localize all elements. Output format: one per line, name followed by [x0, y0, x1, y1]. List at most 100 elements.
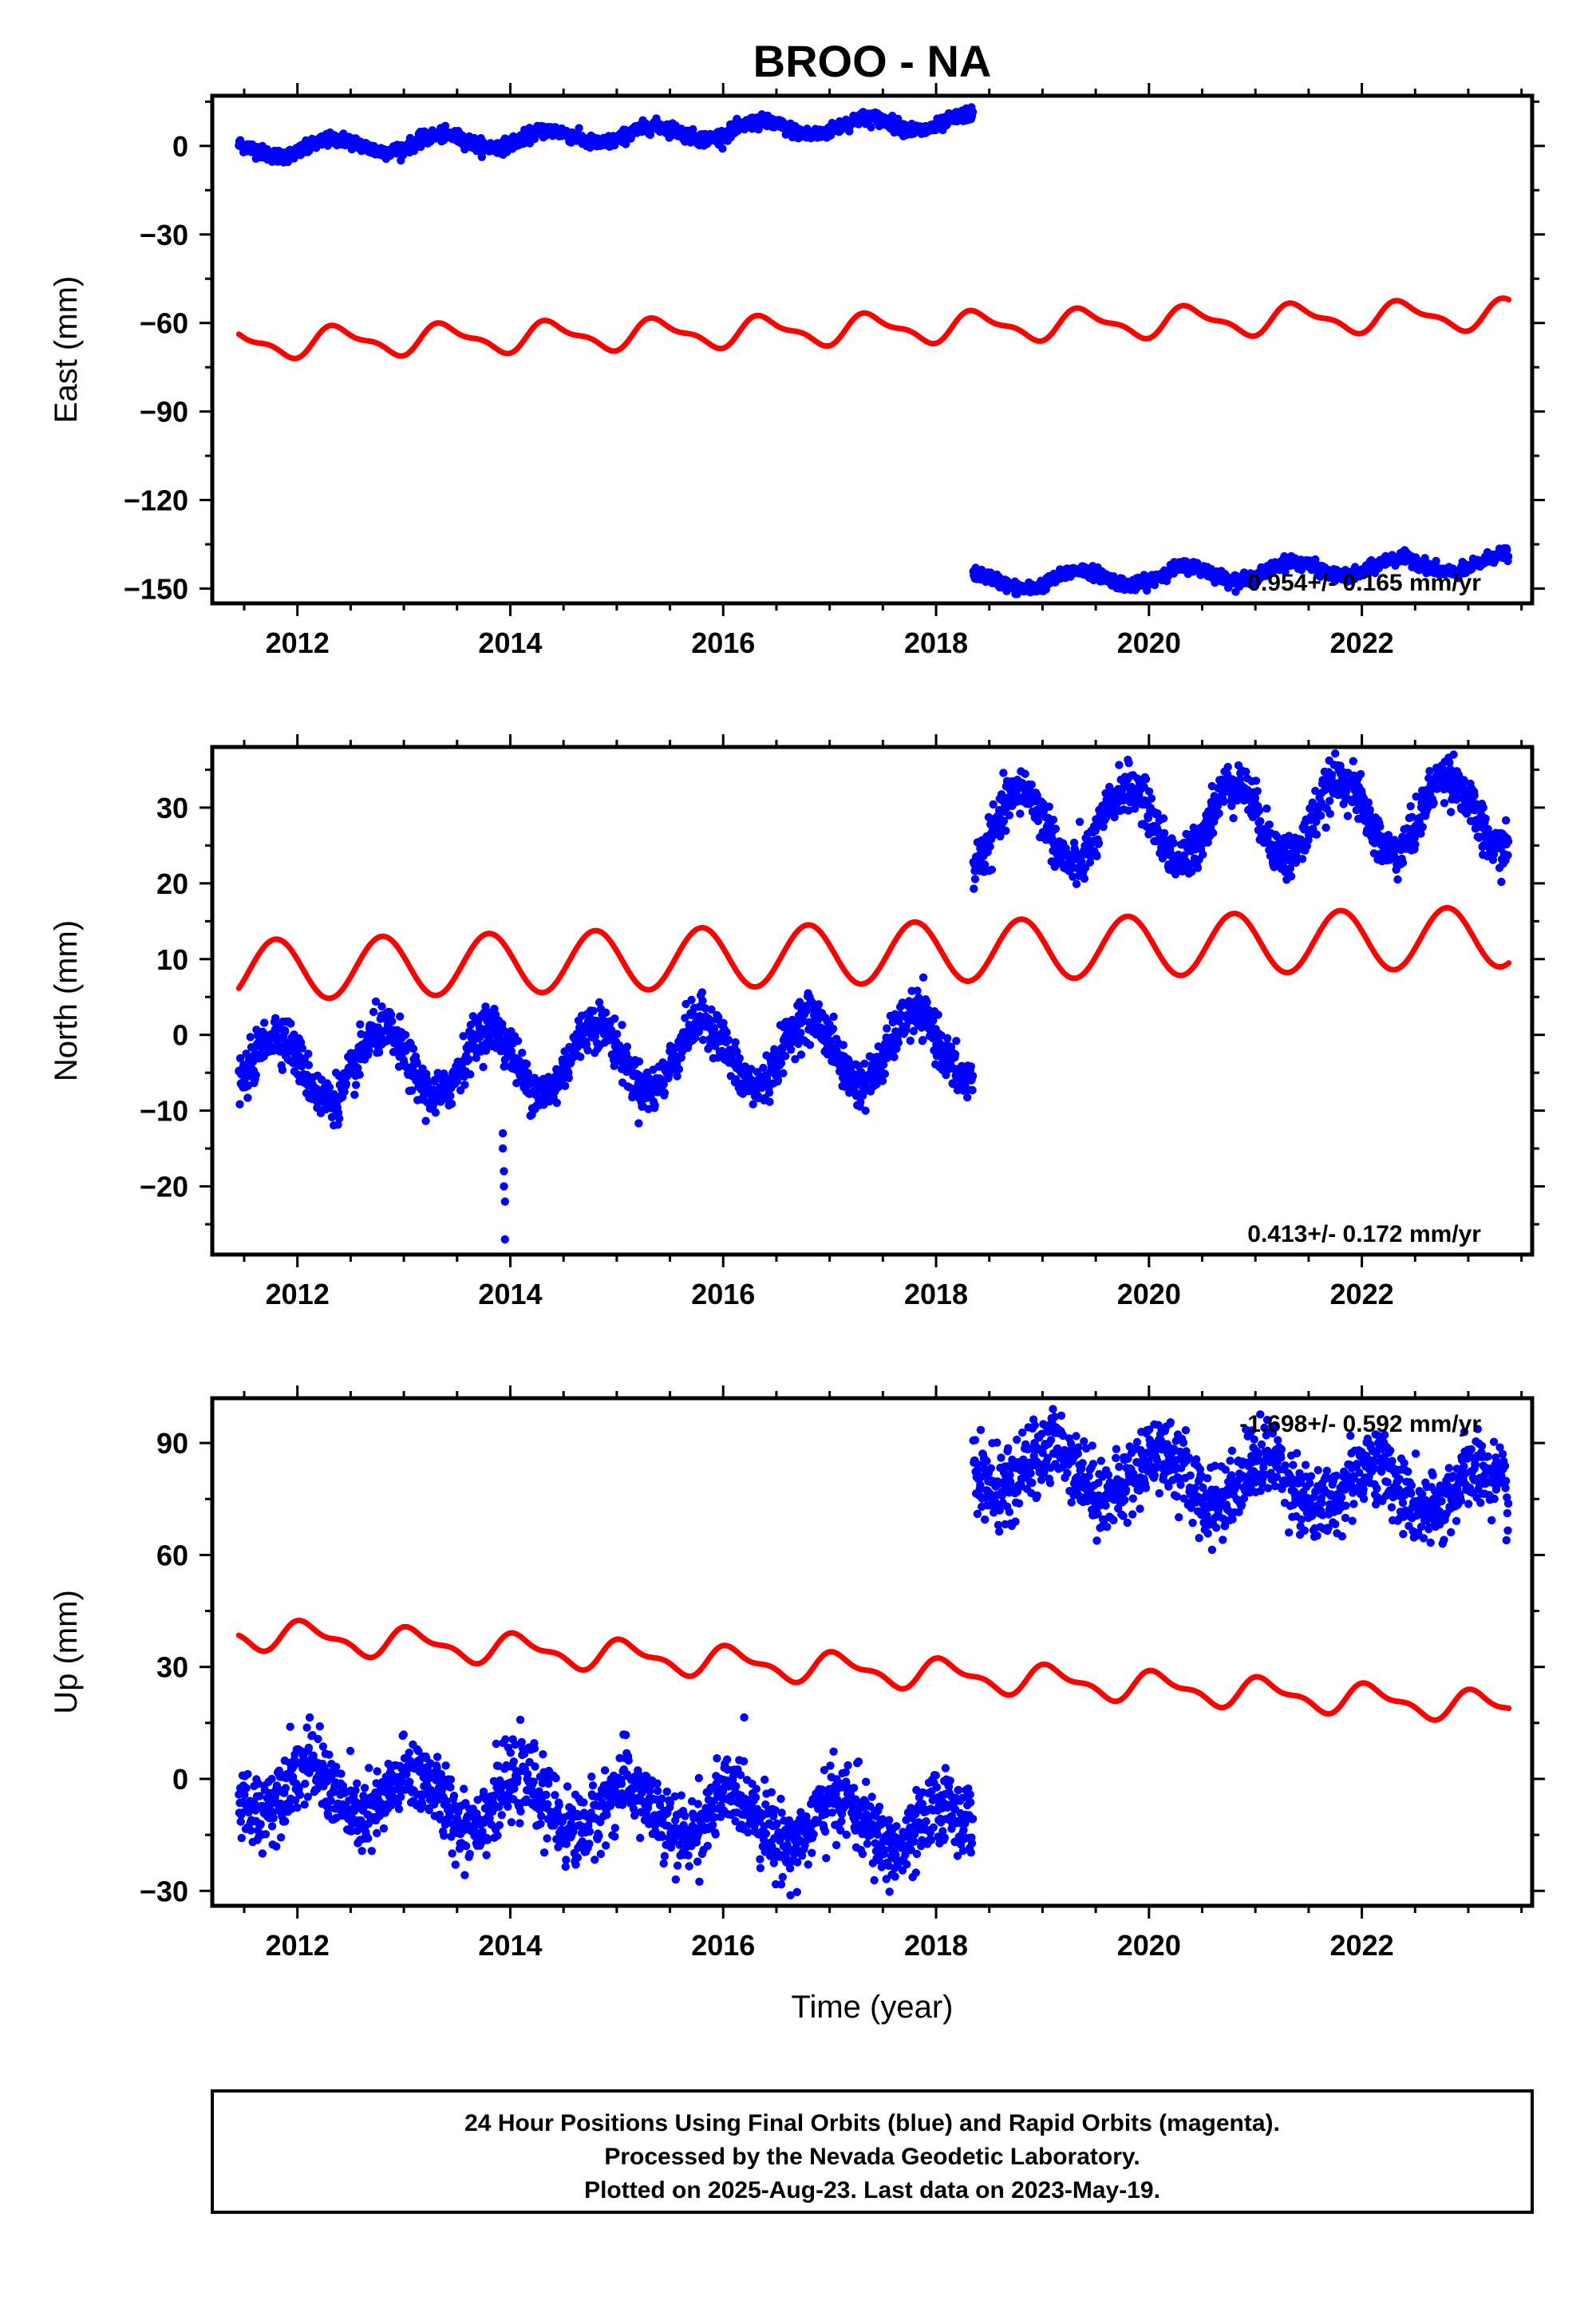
data-point [796, 1050, 806, 1059]
data-point [878, 1077, 887, 1085]
data-point [298, 1062, 306, 1071]
data-point [776, 1059, 786, 1068]
data-point [943, 1034, 952, 1043]
data-point [1219, 797, 1228, 806]
data-point [687, 995, 696, 1005]
data-point [618, 1021, 626, 1030]
data-point [1503, 545, 1511, 555]
data-point [814, 1000, 824, 1009]
data-point [421, 1117, 430, 1125]
data-point [304, 1049, 313, 1058]
data-point [856, 1098, 865, 1107]
data-point [733, 1047, 741, 1056]
data-point [689, 1010, 698, 1019]
data-point [561, 1081, 570, 1090]
y-tick-label: −60 [140, 307, 188, 340]
data-point [1094, 839, 1104, 848]
data-point [595, 998, 604, 1007]
data-point [512, 1079, 521, 1088]
data-point [408, 1086, 417, 1095]
data-point [909, 1026, 918, 1036]
data-point [787, 1045, 796, 1054]
north-panel: 2012 2014 2016 2018 2020 20223020100−10−20Nor… [49, 734, 1545, 1310]
plot-area [235, 749, 1513, 1244]
data-point [839, 1041, 848, 1049]
data-point [879, 1060, 888, 1069]
data-point [860, 1059, 869, 1069]
data-point [999, 816, 1009, 825]
data-point [1153, 809, 1162, 818]
data-point [523, 1069, 532, 1077]
data-point [906, 1036, 915, 1045]
data-point [466, 1070, 475, 1079]
data-point [673, 1072, 681, 1081]
data-point [613, 1030, 622, 1038]
data-point [1432, 556, 1440, 566]
plot-area [235, 103, 1513, 599]
data-point [1227, 801, 1236, 810]
data-point [634, 1057, 644, 1066]
data-point [731, 1037, 740, 1047]
data-point [251, 1070, 260, 1080]
y-tick-label: −150 [124, 573, 188, 606]
data-point [1033, 816, 1043, 825]
plot-frame [210, 93, 1535, 606]
data-point [377, 1002, 386, 1011]
data-point [1208, 828, 1218, 837]
data-point [357, 1030, 365, 1039]
data-point [1124, 758, 1133, 768]
data-point [996, 832, 1005, 841]
data-point [796, 1029, 805, 1037]
data-point [1092, 852, 1101, 861]
data-point [773, 1075, 783, 1085]
x-tick-label: 2020 [1117, 626, 1181, 659]
x-tick-label: 2022 [1330, 626, 1394, 659]
data-point [1311, 555, 1320, 564]
data-point [298, 1044, 306, 1053]
model-curve [235, 295, 1512, 362]
data-point [861, 1106, 870, 1115]
data-point [1099, 822, 1108, 832]
data-point [987, 865, 997, 874]
data-point [327, 1113, 337, 1122]
data-point [1049, 815, 1058, 824]
data-point [950, 1049, 960, 1059]
x-tick-label: 2014 [478, 626, 542, 659]
data-point [1080, 864, 1090, 872]
data-point [929, 1016, 938, 1026]
data-point [386, 1010, 396, 1019]
y-tick-label: −120 [124, 484, 188, 517]
data-point [1215, 809, 1223, 818]
data-point [999, 769, 1008, 777]
data-point [970, 884, 978, 893]
data-point [431, 1075, 440, 1085]
data-point [1001, 826, 1010, 836]
data-point [1016, 809, 1025, 818]
data-point [374, 1048, 384, 1057]
data-point [697, 988, 707, 997]
x-tick-label: 2012 [266, 626, 330, 659]
data-point [243, 1093, 252, 1102]
data-point [602, 1008, 610, 1018]
data-point [351, 1081, 361, 1089]
figure-title: BROO - NA [753, 36, 992, 86]
rate-annotation: 0.954+/- 0.165 mm/yr [1247, 570, 1481, 596]
data-point [500, 1062, 508, 1071]
data-point [952, 1037, 961, 1045]
data-point [325, 1083, 334, 1092]
data-point [791, 1055, 800, 1064]
data-point [1143, 586, 1152, 595]
data-point [342, 1079, 351, 1089]
data-point [388, 1017, 397, 1026]
data-point [356, 1020, 365, 1029]
data-point [1169, 839, 1179, 848]
data-point [576, 1053, 585, 1061]
data-point [1072, 879, 1081, 888]
data-point [918, 973, 928, 982]
data-point [622, 1042, 632, 1051]
data-point [984, 812, 994, 822]
data-point [934, 1010, 942, 1019]
data-point [698, 996, 707, 1006]
